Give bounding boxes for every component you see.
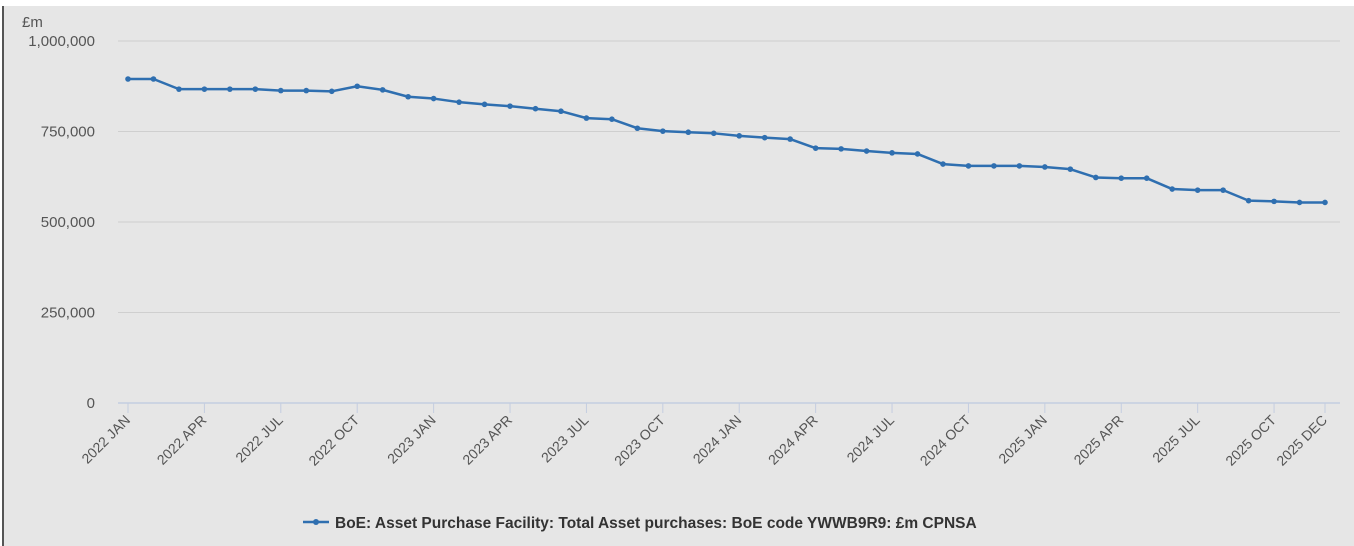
x-tick-label: 2025 APR — [1070, 412, 1126, 468]
data-point — [558, 108, 564, 115]
data-point — [405, 93, 411, 100]
data-point — [761, 134, 768, 141]
x-tick-label: 2023 JUL — [538, 412, 592, 466]
data-point — [583, 115, 590, 121]
y-tick-label: 500,000 — [41, 214, 95, 231]
data-point — [965, 163, 972, 169]
data-point — [201, 86, 208, 92]
x-tick-label: 2022 JAN — [78, 412, 133, 467]
x-tick-label: 2024 JAN — [690, 412, 745, 467]
data-point — [354, 83, 361, 90]
data-point — [176, 86, 182, 92]
x-tick-label: 2025 OCT — [1222, 411, 1279, 468]
data-point — [507, 103, 513, 109]
data-point — [940, 161, 946, 167]
data-point — [1322, 199, 1328, 206]
x-tick-label: 2023 OCT — [611, 411, 668, 468]
data-point — [125, 76, 131, 82]
data-point — [328, 88, 335, 95]
data-point — [1194, 187, 1201, 193]
y-tick-label: 750,000 — [41, 124, 95, 141]
chart-panel — [2, 6, 1354, 546]
x-tick-label: 2024 OCT — [917, 411, 974, 468]
data-point — [812, 145, 819, 151]
data-point — [1169, 186, 1175, 192]
x-tick-label: 2025 JAN — [995, 412, 1050, 467]
data-point — [227, 86, 233, 92]
data-point — [609, 116, 615, 122]
data-point — [1143, 175, 1150, 181]
legend-dot-marker — [313, 519, 319, 525]
data-point — [838, 146, 844, 152]
data-point — [150, 76, 157, 82]
x-tick-label: 2025 DEC — [1273, 412, 1330, 469]
data-point — [1220, 187, 1226, 193]
data-point — [1245, 197, 1252, 204]
data-point — [1042, 164, 1048, 170]
legend-label: BoE: Asset Purchase Facility: Total Asse… — [335, 515, 977, 532]
data-point — [863, 148, 870, 154]
y-tick-label: 250,000 — [41, 305, 95, 322]
data-point — [303, 87, 310, 94]
data-point — [634, 125, 641, 132]
x-tick-label: 2023 APR — [459, 412, 515, 468]
y-tick-label: 1,000,000 — [28, 33, 95, 50]
x-tick-label: 2022 JUL — [232, 412, 286, 466]
data-point — [379, 87, 386, 93]
data-point — [1271, 198, 1277, 205]
x-tick-label: 2023 JAN — [384, 412, 439, 467]
data-point — [685, 129, 692, 136]
data-point — [889, 150, 895, 156]
data-point — [1016, 163, 1023, 169]
data-point — [430, 95, 437, 102]
y-axis-unit-label: £m — [22, 14, 43, 31]
x-tick-label: 2025 JUL — [1149, 412, 1203, 466]
x-tick-label: 2022 APR — [154, 412, 210, 468]
data-point — [710, 130, 717, 137]
data-point — [660, 128, 666, 134]
data-point — [991, 163, 997, 169]
x-tick-label: 2024 JUL — [843, 412, 897, 466]
series-line — [128, 77, 1325, 204]
data-point — [252, 86, 259, 92]
x-tick-label: 2022 OCT — [305, 411, 362, 468]
data-point — [736, 133, 743, 139]
data-point — [1092, 174, 1099, 181]
data-point — [481, 101, 488, 108]
data-point — [1067, 166, 1074, 172]
data-point — [1296, 199, 1303, 206]
data-point — [278, 87, 284, 94]
data-point — [914, 151, 921, 157]
data-point — [787, 136, 793, 142]
y-tick-label: 0 — [87, 395, 95, 412]
data-point — [1118, 175, 1125, 181]
data-point — [456, 99, 462, 105]
legend[interactable]: BoE: Asset Purchase Facility: Total Asse… — [303, 515, 977, 532]
x-tick-label: 2024 APR — [765, 412, 821, 468]
data-point — [532, 105, 539, 112]
